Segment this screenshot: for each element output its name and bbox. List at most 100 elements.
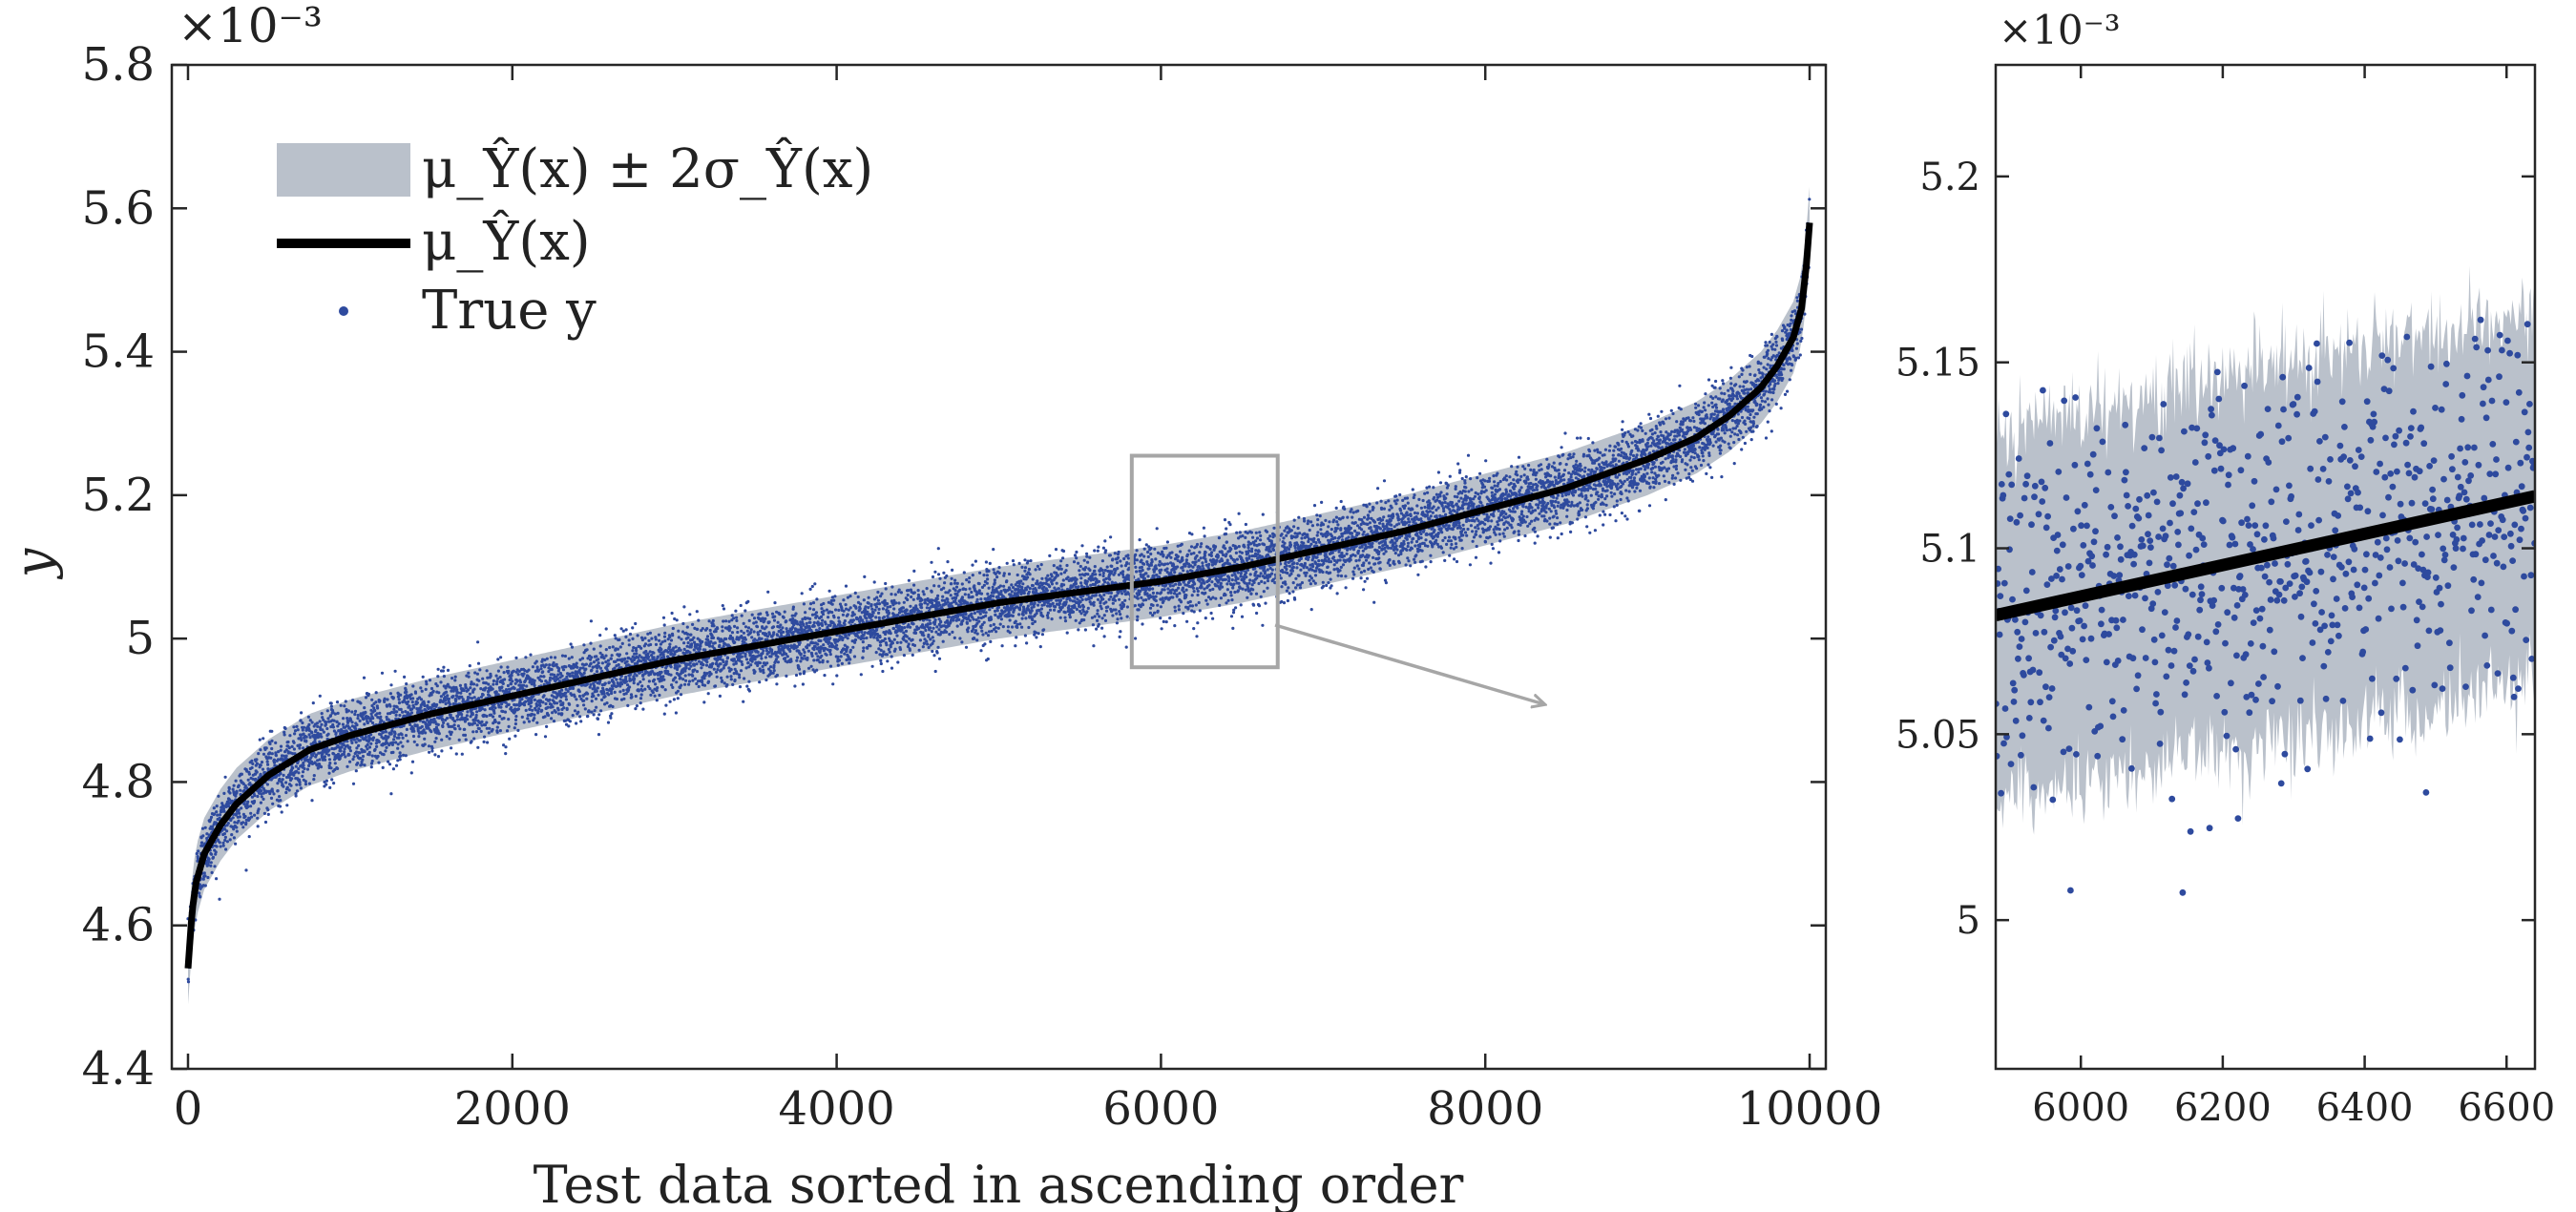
true-y-point [275,774,279,778]
true-y-point [654,682,658,686]
true-y-point [611,645,615,649]
true-y-point [703,648,707,652]
true-y-point [222,832,226,836]
true-y-point [453,679,457,682]
true-y-point [689,633,693,637]
true-y-point [932,654,936,658]
true-y-point [715,675,719,679]
true-y-point [848,658,852,661]
true-y-point [662,635,667,638]
true-y-point [247,772,251,776]
true-y-point [682,605,686,609]
true-y-point [828,648,832,652]
true-y-point [941,639,945,643]
true-y-point [870,664,874,668]
true-y-point [262,811,266,816]
true-y-point [430,749,434,753]
true-y-point [327,758,332,762]
true-y-point [677,636,681,639]
true-y-point [934,630,938,634]
true-y-point [250,815,254,819]
true-y-point [585,648,589,652]
true-y-point [387,763,392,766]
true-y-point [685,625,689,629]
true-y-point [223,835,227,840]
true-y-point [346,764,349,768]
true-y-point [249,811,253,815]
true-y-point [265,760,269,763]
true-y-point [879,648,883,653]
true-y-point [435,702,439,707]
true-y-point [467,675,471,679]
true-y-point [611,704,615,709]
true-y-point [503,710,508,714]
true-y-point [738,676,742,679]
true-y-point [321,716,325,720]
true-y-point [439,695,443,699]
true-y-point [233,821,237,825]
true-y-point [984,631,988,635]
true-y-point [651,691,655,695]
true-y-point [986,577,990,581]
true-y-point [582,643,586,647]
true-y-point [393,732,397,736]
true-y-point [890,666,894,670]
true-y-point [302,761,305,765]
true-y-point [316,724,320,729]
true-y-point [861,656,865,659]
true-y-point [721,629,724,633]
true-y-point [453,675,457,679]
true-y-point [933,669,937,674]
true-y-point [921,645,925,649]
true-y-point [406,702,409,706]
true-y-point [224,847,228,851]
true-y-point [916,589,920,593]
true-y-point [841,637,845,640]
true-y-point [325,752,328,756]
true-y-point [782,630,785,634]
true-y-point [795,656,800,659]
true-y-point [274,741,278,745]
true-y-point [978,612,982,616]
true-y-point [329,766,333,770]
true-y-point [472,721,477,725]
true-y-point [877,607,881,612]
true-y-point [447,697,450,700]
true-y-point [658,693,661,698]
true-y-point [198,891,201,895]
true-y-point [781,626,785,630]
true-y-point [590,700,594,703]
true-y-point [662,712,666,716]
true-y-point [561,668,566,672]
true-y-point [687,667,691,671]
true-y-point [301,721,304,725]
true-y-point [410,700,414,704]
true-y-point [429,686,434,691]
true-y-point [297,771,301,775]
true-y-point [799,659,803,663]
true-y-point [541,700,545,704]
true-y-point [274,754,278,758]
true-y-point [692,636,696,639]
true-y-point [843,622,847,627]
true-y-point [552,661,555,665]
true-y-point [230,833,234,837]
true-y-point [332,719,336,722]
true-y-point [922,593,926,596]
true-y-point [578,666,582,670]
true-y-point [815,668,819,672]
true-y-point [878,635,882,639]
true-y-point [679,676,682,679]
true-y-point [776,660,781,664]
true-y-point [967,580,972,584]
true-y-point [722,619,725,623]
true-y-point [624,635,628,639]
true-y-point [467,671,471,675]
true-y-point [431,689,435,694]
true-y-point [682,641,686,645]
true-y-point [760,637,764,640]
true-y-point [905,639,909,643]
true-y-point [301,770,305,774]
true-y-point [904,629,909,634]
true-y-point [376,754,380,759]
